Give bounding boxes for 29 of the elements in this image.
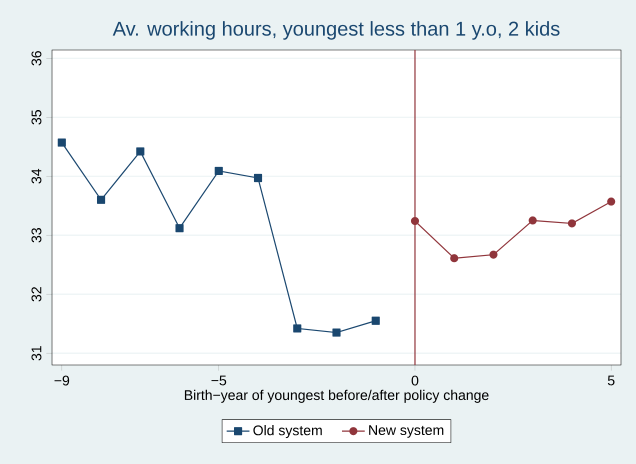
x-tick-label: −9 xyxy=(54,376,70,386)
y-tick-label: 34 xyxy=(31,168,42,184)
x-tick-label: −5 xyxy=(211,376,226,386)
y-tick-label: 33 xyxy=(31,228,42,242)
point xyxy=(96,196,106,204)
point xyxy=(568,219,576,228)
point xyxy=(214,166,223,175)
point xyxy=(372,316,380,325)
legend-label: New system xyxy=(369,425,444,438)
x-tick-label: 5 xyxy=(608,376,614,386)
legend-label: Old system xyxy=(253,425,322,438)
point xyxy=(254,174,262,182)
point xyxy=(528,216,537,225)
point xyxy=(175,224,184,232)
y-tick-label: 36 xyxy=(31,51,42,66)
point xyxy=(410,216,420,226)
y-tick-label: 32 xyxy=(31,287,42,302)
point xyxy=(450,254,458,262)
point xyxy=(293,324,302,332)
point xyxy=(332,328,341,337)
point xyxy=(136,147,144,156)
x-axis-title: Birth−year of youngest before/after policy change xyxy=(184,390,489,403)
chart-title: Av. working hours, youngest less than 1 y.o, 2 kids xyxy=(112,21,560,40)
y-tick-label: 35 xyxy=(31,110,42,125)
point xyxy=(607,198,616,206)
y-tick-label: 31 xyxy=(31,346,42,360)
point xyxy=(58,138,66,147)
x-tick-label: 0 xyxy=(412,376,418,386)
point xyxy=(489,250,498,259)
